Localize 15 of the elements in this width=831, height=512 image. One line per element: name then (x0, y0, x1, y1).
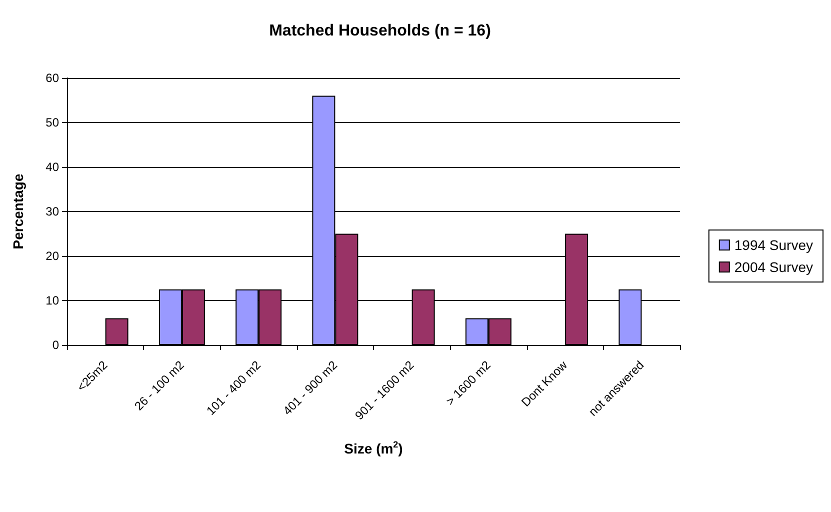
x-tick-label: 401 - 900 m2 (280, 358, 340, 418)
chart-title: Matched Households (n = 16) (269, 22, 491, 40)
y-tick-label: 50 (46, 116, 60, 130)
y-tick-label: 20 (46, 249, 60, 263)
legend-label: 2004 Survey (734, 259, 814, 275)
bar (105, 318, 128, 345)
y-tick-label: 60 (46, 71, 60, 85)
y-axis-title: Percentage (10, 174, 26, 250)
legend-label: 1994 Survey (734, 237, 814, 253)
x-tick-label: 101 - 400 m2 (204, 358, 264, 418)
x-tick-label: 26 - 100 m2 (132, 358, 188, 414)
y-tick-label: 30 (46, 204, 60, 218)
y-tick-label: 10 (46, 294, 60, 308)
y-tick-label: 0 (52, 338, 60, 352)
y-tick-label: 40 (46, 160, 60, 174)
